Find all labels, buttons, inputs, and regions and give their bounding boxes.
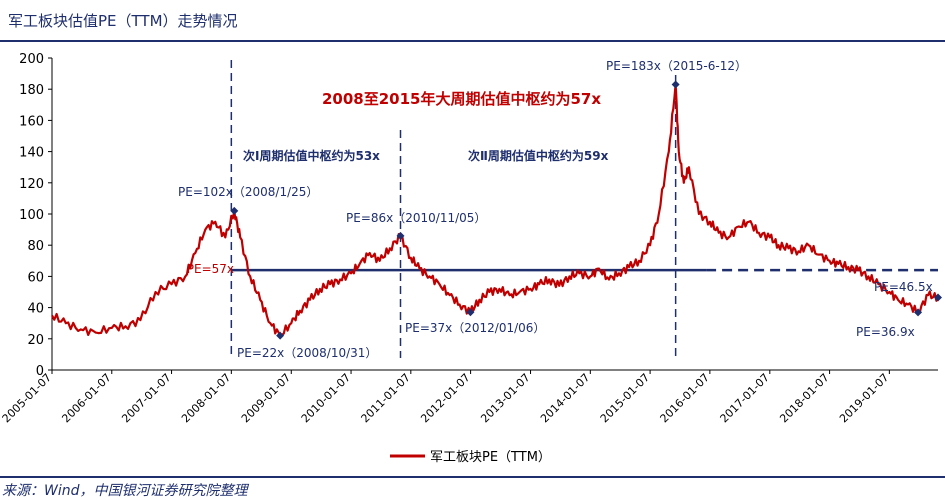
x-tick-label: 2019-01-07 <box>837 371 891 425</box>
peak-2010-marker <box>396 231 405 240</box>
y-tick-label: 180 <box>19 83 44 98</box>
peak-2008-marker <box>230 206 239 215</box>
legend-label: 军工板块PE（TTM） <box>430 450 551 465</box>
pe57-label: PE=57x <box>187 262 234 276</box>
x-tick-label: 2018-01-07 <box>777 371 831 425</box>
title-rule <box>0 40 945 42</box>
source-note: 来源：Wind，中国银河证券研究院整理 <box>2 483 248 499</box>
x-tick-label: 2017-01-07 <box>718 371 772 425</box>
peak-2010-label: PE=86x（2010/11/05） <box>346 211 486 225</box>
y-tick-label: 20 <box>27 333 44 348</box>
series-layer <box>51 83 939 337</box>
x-tick-label: 2013-01-07 <box>478 371 532 425</box>
peak-2008-label: PE=102x（2008/1/25） <box>178 185 318 199</box>
y-tick-label: 100 <box>19 208 44 223</box>
headline-annotation: 2008至2015年大周期估值中枢约为57x <box>322 90 601 108</box>
x-tick-label: 2006-01-07 <box>59 371 113 425</box>
trough-2012-label: PE=37x（2012/01/06） <box>405 321 545 335</box>
y-tick-label: 120 <box>19 177 44 192</box>
y-tick-label: 200 <box>19 52 44 67</box>
trough-2019-marker <box>914 308 923 317</box>
latest-2019-marker <box>934 293 942 302</box>
x-tick-label: 2016-01-07 <box>658 371 712 425</box>
x-tick-label: 2010-01-07 <box>299 371 353 425</box>
legend: 军工板块PE（TTM） <box>390 450 551 465</box>
trough-2012-marker <box>466 308 475 317</box>
x-tick-label: 2009-01-07 <box>239 371 293 425</box>
peak-2015-label: PE=183x（2015-6-12） <box>606 59 747 73</box>
x-tick-label: 2012-01-07 <box>418 371 472 425</box>
y-tick-label: 80 <box>27 239 44 254</box>
trough-2019-label: PE=36.9x <box>856 325 915 339</box>
cycle2-annotation: 次Ⅱ周期估值中枢约为59x <box>468 148 609 163</box>
y-tick-label: 140 <box>19 146 44 161</box>
y-tick-label: 40 <box>27 302 44 317</box>
y-tick-label: 60 <box>27 270 44 285</box>
annotations-layer: 2008至2015年大周期估值中枢约为57x 次Ⅰ周期估值中枢约为53x 次Ⅱ周期估… <box>178 59 942 360</box>
x-tick-label: 2011-01-07 <box>359 371 413 425</box>
peak-2015-marker <box>671 80 680 89</box>
page-title: 军工板块估值PE（TTM）走势情况 <box>8 12 238 30</box>
y-tick-label: 0 <box>36 364 44 379</box>
trough-2008-marker <box>276 331 285 340</box>
x-tick-label: 2008-01-07 <box>179 371 233 425</box>
pe-series-line <box>51 83 939 337</box>
x-tick-label: 2007-01-07 <box>119 371 173 425</box>
trough-2008-label: PE=22x（2008/10/31） <box>237 346 377 360</box>
latest-2019-label: PE=46.5x <box>874 280 933 294</box>
x-tick-label: 2015-01-07 <box>598 371 652 425</box>
bottom-rule <box>0 476 945 478</box>
cycle1-annotation: 次Ⅰ周期估值中枢约为53x <box>243 148 380 163</box>
x-tick-label: 2014-01-07 <box>538 371 592 425</box>
x-tick-label: 2005-01-07 <box>0 371 54 425</box>
y-tick-label: 160 <box>19 114 44 129</box>
